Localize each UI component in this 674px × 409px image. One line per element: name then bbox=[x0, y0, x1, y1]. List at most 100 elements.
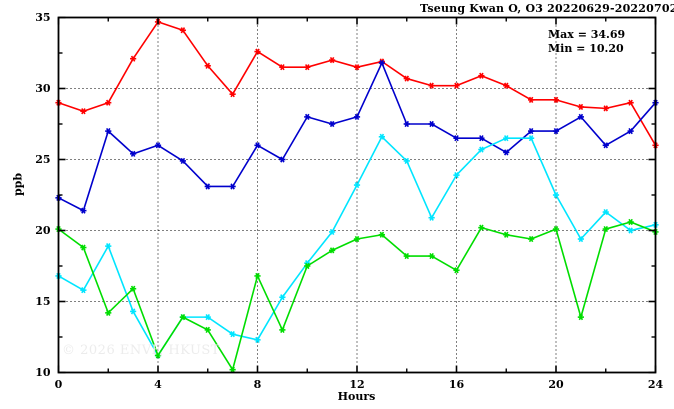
series-red-marker-arm bbox=[205, 62, 210, 69]
x-axis-label: Hours bbox=[337, 390, 376, 403]
series-cyan-marker-arm bbox=[454, 172, 459, 179]
series-cyan-marker-arm bbox=[578, 235, 584, 243]
series-green-marker-arm bbox=[205, 326, 210, 333]
series-red-marker-arm bbox=[305, 64, 310, 71]
series-blue-marker-arm bbox=[354, 113, 360, 120]
y-tick-label: 25 bbox=[35, 152, 51, 166]
series-green-marker bbox=[428, 252, 435, 260]
series-blue-marker-arm bbox=[81, 207, 86, 214]
series-blue-marker bbox=[602, 142, 609, 149]
y-tick-label: 35 bbox=[35, 10, 51, 24]
stats-annotation: Max = 34.69 Min = 10.20 bbox=[548, 28, 625, 56]
series-green-marker-arm bbox=[479, 224, 484, 231]
series-green-marker bbox=[229, 366, 236, 373]
series-blue-marker bbox=[154, 142, 162, 149]
series-cyan-marker bbox=[204, 314, 211, 321]
series-red-marker-arm bbox=[130, 55, 136, 62]
series-red-marker-arm bbox=[329, 57, 335, 64]
series-red-marker bbox=[279, 64, 286, 71]
series-green bbox=[55, 218, 659, 373]
series-green-marker-arm bbox=[603, 225, 608, 233]
x-tick-label: 4 bbox=[154, 377, 162, 391]
series-blue-marker bbox=[229, 183, 236, 190]
plot-border bbox=[57, 16, 657, 374]
series-red-marker-arm bbox=[404, 75, 409, 82]
series-red-marker bbox=[627, 99, 634, 106]
series-cyan-marker-arm bbox=[205, 314, 210, 321]
series-green-marker-arm bbox=[155, 352, 161, 359]
series-blue-marker bbox=[428, 120, 435, 128]
series-blue-marker-arm bbox=[230, 183, 235, 190]
series-green-marker bbox=[528, 235, 535, 243]
series-blue-marker bbox=[279, 156, 286, 163]
series-blue-marker-arm bbox=[329, 120, 335, 128]
series-blue-marker-arm bbox=[205, 183, 210, 190]
series-red-marker-arm bbox=[479, 72, 484, 79]
series-cyan-marker bbox=[552, 191, 560, 199]
series-blue-marker-arm bbox=[628, 128, 633, 135]
series-cyan-marker bbox=[229, 331, 236, 338]
series-red-marker-arm bbox=[106, 99, 111, 106]
series-red-marker-arm bbox=[603, 105, 608, 112]
series-green-marker bbox=[627, 218, 634, 226]
x-tick-label: 8 bbox=[253, 377, 262, 391]
series-blue-marker bbox=[329, 120, 336, 128]
series-blue-marker bbox=[254, 142, 261, 149]
series-blue-marker bbox=[478, 135, 485, 142]
series-green-marker-arm bbox=[329, 247, 335, 254]
series-red-marker-arm bbox=[528, 96, 534, 103]
series-green-marker-arm bbox=[106, 309, 111, 316]
series-green-marker bbox=[453, 267, 460, 274]
x-tick-label: 12 bbox=[349, 377, 365, 391]
series-green-marker bbox=[602, 225, 609, 233]
series-blue-marker-arm bbox=[404, 120, 409, 128]
series-cyan-marker bbox=[478, 146, 485, 153]
series-blue-marker-arm bbox=[280, 156, 285, 163]
series-blue-marker bbox=[204, 183, 211, 190]
series-green-marker-arm bbox=[379, 231, 385, 238]
series-green-marker bbox=[279, 326, 286, 333]
series-blue-marker-arm bbox=[504, 149, 509, 156]
series-red-marker-arm bbox=[255, 48, 260, 55]
series-red-marker bbox=[130, 55, 137, 62]
series-cyan-marker bbox=[279, 294, 286, 301]
series-cyan-marker bbox=[105, 243, 112, 250]
series-red-marker-arm bbox=[230, 91, 235, 98]
series-cyan-marker bbox=[602, 208, 609, 216]
series-green-marker bbox=[154, 352, 162, 359]
series-blue-marker bbox=[378, 59, 385, 67]
y-tick-label: 10 bbox=[35, 365, 51, 379]
series-red-marker-arm bbox=[354, 64, 360, 71]
series-blue-marker bbox=[577, 113, 584, 120]
series-blue-marker-arm bbox=[454, 135, 459, 142]
series-green-marker bbox=[503, 231, 510, 238]
series-red-marker-arm bbox=[81, 108, 86, 115]
series-red-marker bbox=[453, 82, 460, 89]
series-red-marker bbox=[204, 62, 211, 69]
series-blue-marker-arm bbox=[379, 59, 385, 67]
series-cyan-marker-arm bbox=[628, 227, 633, 234]
max-value-label: Max = 34.69 bbox=[548, 28, 626, 41]
series-blue-marker bbox=[552, 128, 560, 135]
series-blue-marker bbox=[304, 113, 311, 120]
series-red-marker bbox=[403, 75, 410, 82]
series-cyan-marker-arm bbox=[429, 214, 434, 221]
series-cyan-marker-arm bbox=[379, 133, 385, 140]
series-blue-marker bbox=[80, 207, 87, 214]
series-green-line bbox=[58, 221, 656, 371]
series-red-marker-arm bbox=[628, 99, 633, 106]
series-cyan-marker bbox=[80, 287, 87, 294]
series-blue-marker bbox=[627, 128, 634, 135]
y-tick-label: 20 bbox=[35, 223, 51, 237]
series-red-marker bbox=[229, 91, 236, 98]
series-red-marker-arm bbox=[553, 96, 559, 103]
series-red-marker bbox=[528, 96, 535, 103]
series-green-marker bbox=[403, 252, 410, 260]
series-green-marker-arm bbox=[230, 366, 235, 373]
series-red-marker bbox=[602, 105, 609, 112]
series-cyan-marker bbox=[353, 181, 361, 189]
series-cyan-marker-arm bbox=[329, 228, 335, 236]
x-tick-label: 0 bbox=[54, 377, 63, 391]
series-cyan-marker-arm bbox=[504, 135, 509, 142]
